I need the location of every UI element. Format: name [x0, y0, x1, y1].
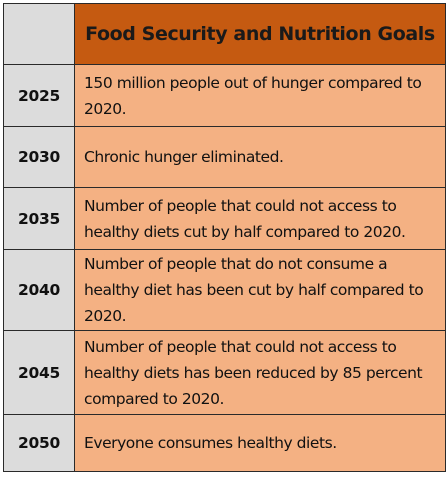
year-cell: 2045 — [3, 330, 75, 415]
year-cell: 2050 — [3, 414, 75, 472]
goal-cell: Everyone consumes healthy diets. — [74, 414, 446, 472]
food-security-goals-table: Food Security and Nutrition Goals 2025 1… — [3, 3, 446, 472]
table-row: 2035 Number of people that could not acc… — [3, 187, 446, 250]
goal-cell: Number of people that could not access t… — [74, 187, 446, 250]
year-cell: 2040 — [3, 249, 75, 331]
corner-cell — [3, 3, 75, 65]
table-header: Food Security and Nutrition Goals — [74, 3, 446, 65]
goal-cell: Chronic hunger eliminated. — [74, 126, 446, 188]
year-cell: 2035 — [3, 187, 75, 250]
table-row: 2030 Chronic hunger eliminated. — [3, 126, 446, 188]
table-row: 2040 Number of people that do not consum… — [3, 249, 446, 331]
table-row: 2025 150 million people out of hunger co… — [3, 64, 446, 127]
goal-cell: Number of people that could not access t… — [74, 330, 446, 415]
table-row: 2050 Everyone consumes healthy diets. — [3, 414, 446, 472]
year-cell: 2025 — [3, 64, 75, 127]
header-row: Food Security and Nutrition Goals — [3, 3, 446, 65]
year-cell: 2030 — [3, 126, 75, 188]
table-row: 2045 Number of people that could not acc… — [3, 330, 446, 415]
goal-cell: 150 million people out of hunger compare… — [74, 64, 446, 127]
goal-cell: Number of people that do not consume a h… — [74, 249, 446, 331]
